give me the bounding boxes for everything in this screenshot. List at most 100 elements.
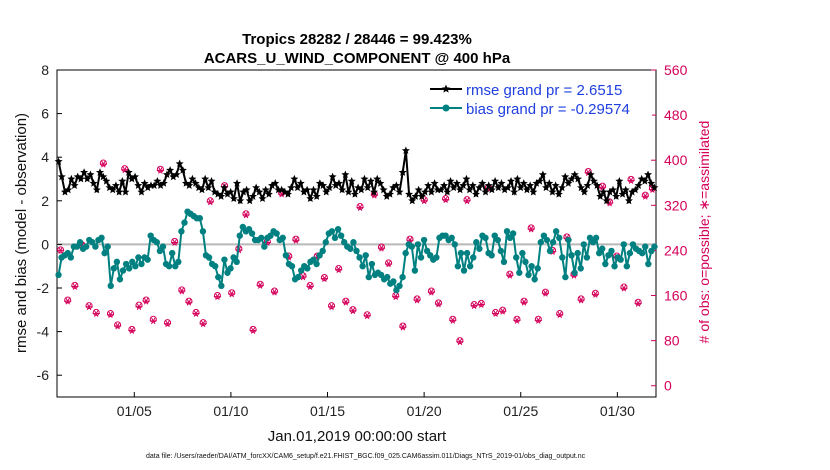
obs-possible-marker xyxy=(463,196,471,204)
chart-title-line1: Tropics 28282 / 28446 = 99.423% xyxy=(242,31,472,48)
rmse-point xyxy=(89,179,98,187)
rmse-point xyxy=(299,187,308,196)
rmse-point xyxy=(580,187,589,196)
bias-point xyxy=(347,245,354,252)
bias-point xyxy=(617,256,624,263)
y-tick-label: 6 xyxy=(41,106,49,122)
rmse-point xyxy=(577,183,586,192)
bias-point xyxy=(577,265,584,272)
rmse-point xyxy=(188,174,197,183)
obs-possible-marker xyxy=(527,224,535,232)
rmse-point xyxy=(379,185,388,194)
bias-point xyxy=(279,234,286,242)
rmse-point xyxy=(338,185,347,194)
obs-possible-marker xyxy=(164,319,172,327)
rmse-point xyxy=(427,187,436,196)
rmse-point xyxy=(538,170,547,179)
rmse-point xyxy=(449,183,458,192)
rmse-point xyxy=(255,187,264,196)
obs-assimilated-marker xyxy=(449,316,457,324)
rmse-point xyxy=(484,181,493,189)
rmse-point xyxy=(443,187,452,196)
rmse-point xyxy=(252,183,261,192)
bias-point xyxy=(565,236,572,244)
obs-possible-marker xyxy=(242,210,250,218)
y-tick-label: 8 xyxy=(41,62,49,78)
rmse-point xyxy=(401,146,410,155)
obs-assimilated-marker xyxy=(306,283,314,290)
bias-point xyxy=(113,258,121,266)
y2-tick-label: 320 xyxy=(664,197,688,213)
obs-assimilated-marker xyxy=(171,239,179,246)
rmse-point xyxy=(96,168,105,176)
x-tick-label: 01/25 xyxy=(503,403,538,419)
rmse-point xyxy=(121,187,130,196)
rmse-point xyxy=(411,192,420,200)
obs-possible-marker xyxy=(270,287,278,295)
rmse-point xyxy=(398,168,407,176)
obs-assimilated-marker xyxy=(477,301,485,308)
rmse-point xyxy=(417,192,426,200)
rmse-point xyxy=(322,187,331,196)
rmse-point xyxy=(83,174,92,183)
bias-point xyxy=(500,258,508,266)
rmse-point xyxy=(309,185,318,194)
rmse-point xyxy=(175,159,184,168)
rmse-point xyxy=(127,174,136,183)
obs-assimilated-marker xyxy=(163,320,172,328)
obs-possible-marker xyxy=(64,296,72,304)
x-axis-label: Jan.01,2019 00:00:00 start xyxy=(268,428,447,445)
bias-point xyxy=(638,249,646,257)
rmse-point xyxy=(242,185,251,194)
rmse-point xyxy=(513,174,522,183)
rmse-point xyxy=(421,187,429,196)
obs-assimilated-marker xyxy=(56,247,65,254)
obs-possible-marker xyxy=(363,311,371,319)
rmse-point xyxy=(268,181,277,189)
bias-point xyxy=(473,239,480,246)
rmse-point xyxy=(481,187,490,196)
obs-possible-marker xyxy=(399,322,407,330)
rmse-point xyxy=(650,183,659,192)
obs-assimilated-marker xyxy=(442,196,450,204)
bias-point xyxy=(82,243,90,250)
rmse-point xyxy=(363,183,372,192)
rmse-point xyxy=(153,176,162,185)
rmse-point xyxy=(494,183,503,192)
rmse-point xyxy=(605,187,614,196)
rmse-point xyxy=(245,196,254,205)
bias-point xyxy=(460,267,468,274)
bias-point xyxy=(488,252,495,259)
obs-assimilated-marker xyxy=(85,303,93,311)
rmse-point xyxy=(334,179,343,187)
rmse-point xyxy=(640,176,649,185)
rmse-point xyxy=(108,185,117,194)
rmse-point xyxy=(424,181,433,189)
bias-point xyxy=(236,232,243,239)
obs-possible-marker xyxy=(349,306,357,314)
bias-point xyxy=(261,243,268,250)
legend-box xyxy=(424,77,652,121)
rmse-point xyxy=(468,181,477,189)
obs-possible-marker xyxy=(385,259,393,267)
obs-assimilated-marker xyxy=(363,312,371,320)
rmse-point xyxy=(561,172,570,181)
bias-point xyxy=(181,219,188,226)
obs-possible-marker xyxy=(335,264,343,272)
obs-assimilated-marker xyxy=(142,297,150,305)
bias-point xyxy=(199,228,207,235)
rmse-point xyxy=(236,196,245,205)
bias-point xyxy=(583,254,591,261)
obs-assimilated-marker xyxy=(106,311,115,319)
bias-point xyxy=(519,249,526,257)
rmse-point xyxy=(64,185,73,194)
rmse-point xyxy=(589,176,598,185)
obs-possible-marker xyxy=(135,301,143,309)
rmse-point xyxy=(385,190,394,198)
bias-point xyxy=(645,260,652,268)
bias-point xyxy=(552,228,560,235)
obs-possible-marker xyxy=(228,289,236,297)
rmse-point xyxy=(608,185,617,194)
rmse-point xyxy=(233,179,242,187)
bias-point xyxy=(463,249,471,257)
